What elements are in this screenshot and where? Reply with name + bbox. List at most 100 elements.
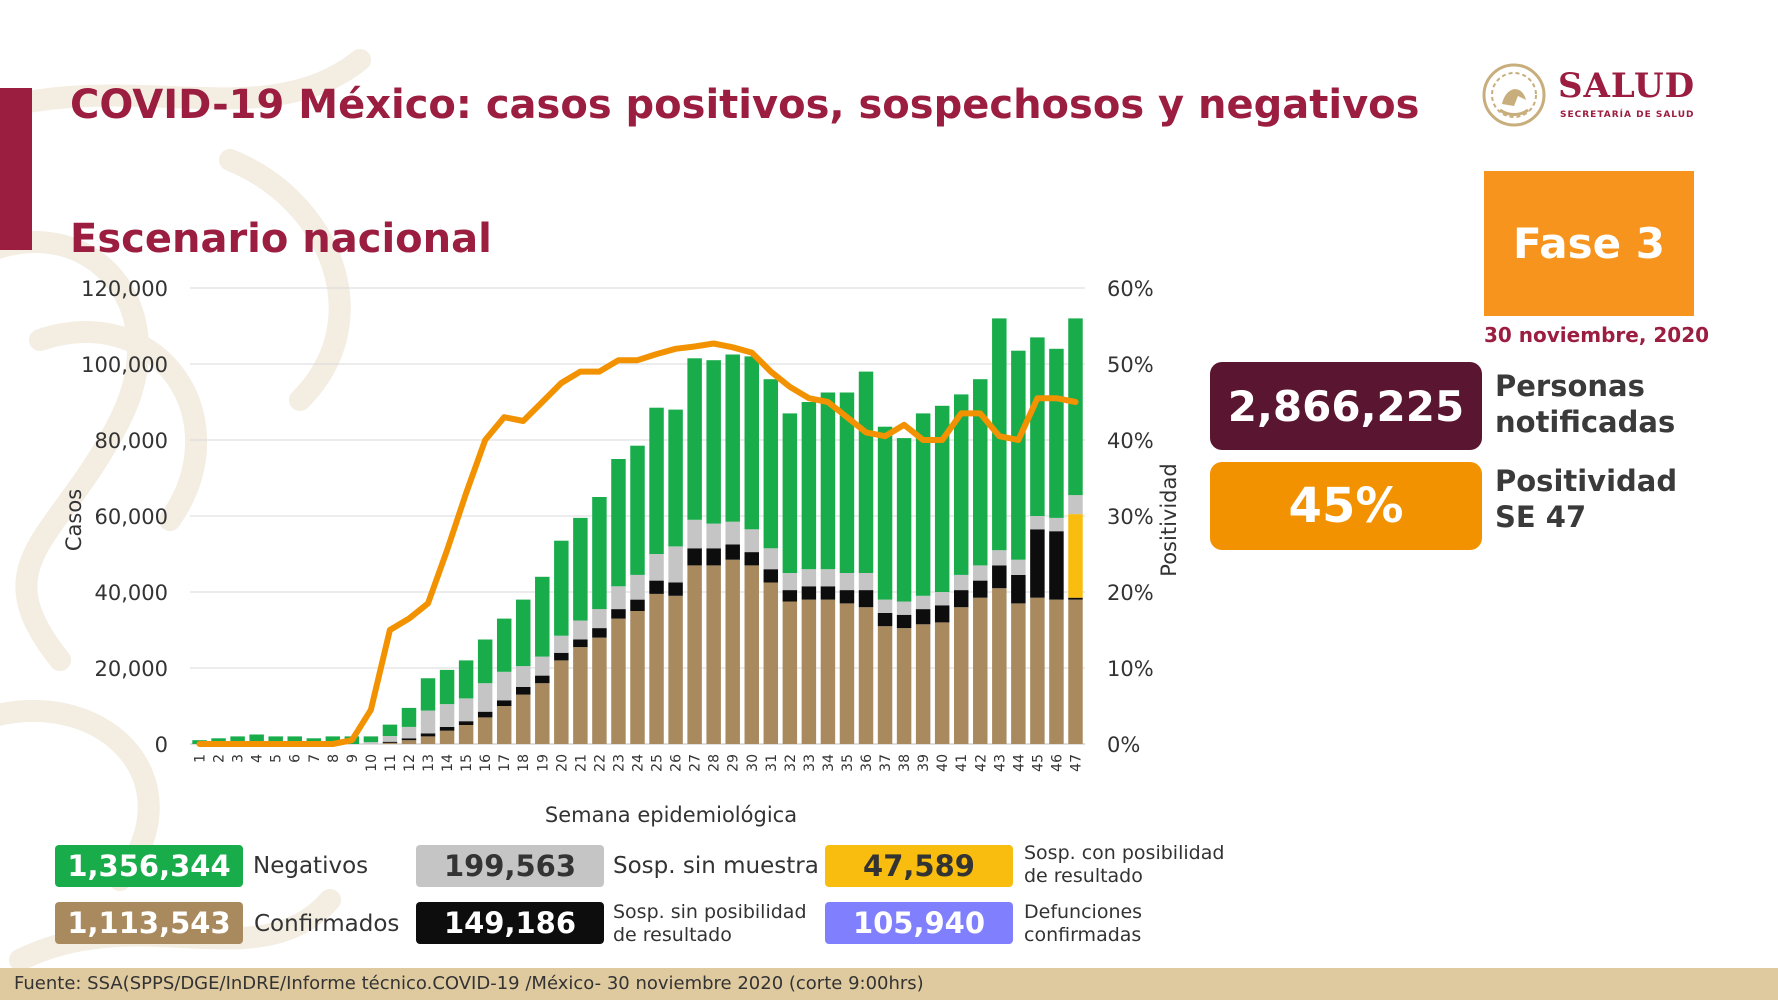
bar-segment (477, 711, 493, 718)
bar-segment (363, 736, 379, 743)
positivity-label-line-2: SE 47 (1495, 500, 1587, 534)
x-tick-label: 29 (726, 754, 742, 772)
bar-segment (1068, 597, 1083, 600)
bar-segment (535, 576, 550, 657)
bar-segment (706, 523, 721, 549)
bar-segment (1030, 597, 1045, 744)
bar-segment (1049, 517, 1064, 532)
bar-segment (630, 611, 645, 744)
bar-segment (611, 618, 626, 744)
bar-segment (763, 569, 779, 583)
bar-segment (782, 601, 798, 744)
bar-segment (439, 669, 455, 705)
bar-segment (973, 565, 988, 581)
bar-segment (458, 660, 474, 699)
bar-segment (973, 597, 988, 744)
bar-segment (744, 529, 759, 553)
x-tick-label: 25 (650, 754, 666, 772)
bar-segment (725, 544, 740, 560)
bar-segment (420, 678, 436, 711)
bar-segment (1011, 603, 1026, 744)
y2-tick-label: 20% (1107, 581, 1154, 605)
bar-segment (1011, 559, 1026, 575)
bar-segment (554, 540, 569, 636)
bar-segment (877, 626, 893, 744)
x-tick-label: 28 (707, 754, 723, 772)
bar-segment (439, 730, 455, 744)
bar-segment (1068, 599, 1083, 744)
x-tick-label: 3 (231, 754, 247, 763)
x-tick-label: 12 (402, 754, 418, 772)
bar-segment (858, 573, 874, 591)
bar-segment (782, 573, 798, 591)
bar-segment (725, 521, 740, 545)
x-tick-label: 19 (535, 754, 551, 772)
bar-segment (725, 354, 740, 522)
bar-segment (858, 607, 874, 744)
x-tick-label: 45 (1030, 754, 1046, 772)
x-tick-label: 22 (592, 754, 608, 772)
bar-segment (877, 426, 893, 600)
bar-segment (458, 725, 474, 744)
bar-segment (1068, 495, 1083, 515)
bar-segment (496, 671, 512, 701)
bar-segment (401, 707, 417, 727)
footer: Fuente: SSA(SPPS/DGE/InDRE/Informe técni… (0, 968, 1778, 1000)
x-tick-label: 10 (364, 754, 380, 772)
bar-segment (496, 618, 512, 672)
bar-segment (630, 599, 645, 611)
y-tick-label: 0 (155, 733, 168, 757)
bar-segment (820, 586, 836, 600)
y-axis-title: Casos (62, 489, 86, 551)
legend-sin-muestra-value: 199,563 (416, 845, 604, 887)
bar-segment (573, 647, 588, 744)
x-tick-label: 11 (383, 754, 399, 772)
bar-segment (1068, 514, 1083, 598)
bar-segment (382, 724, 398, 737)
bar-segment (763, 582, 779, 744)
x-tick-label: 47 (1068, 754, 1084, 772)
legend-defunciones-line-1: Defunciones (1024, 901, 1143, 923)
x-tick-label: 36 (859, 754, 875, 772)
bar-segment (668, 409, 683, 547)
x-tick-label: 35 (840, 754, 856, 772)
bar-segment (801, 402, 817, 570)
footer-source: Fuente: SSA(SPPS/DGE/InDRE/Informe técni… (14, 973, 924, 994)
bar-segment (973, 580, 988, 598)
page-subtitle: Escenario nacional (70, 216, 492, 262)
page-title: COVID-19 México: casos positivos, sospec… (70, 82, 1420, 128)
bar-segment (706, 360, 721, 524)
bar-segment (516, 666, 531, 687)
bar-segment (877, 599, 893, 613)
y-tick-label: 40,000 (95, 581, 168, 605)
legend-con-posibilidad-value: 47,589 (825, 845, 1013, 887)
x-tick-label: 14 (440, 754, 456, 772)
bar-segment (839, 590, 855, 604)
bar-segment (687, 548, 702, 566)
x-tick-label: 20 (554, 754, 570, 772)
bar-segment (535, 656, 550, 676)
bar-segment (382, 736, 398, 742)
legend-defunciones-label: Defunciones confirmadas (1024, 901, 1142, 947)
bar-segment (1049, 531, 1064, 600)
bar-segment (858, 590, 874, 608)
bar-segment (649, 554, 664, 581)
legend-sin-posibilidad-value: 149,186 (416, 902, 604, 944)
x-tick-label: 34 (821, 754, 837, 772)
x-tick-label: 18 (516, 754, 532, 772)
x-tick-label: 21 (573, 754, 589, 772)
x-tick-label: 17 (497, 754, 513, 772)
bar-segment (401, 740, 417, 744)
bar-segment (611, 609, 626, 619)
x-tick-label: 42 (973, 754, 989, 772)
y-tick-label: 60,000 (95, 505, 168, 529)
x-tick-label: 27 (688, 754, 704, 772)
bar-segment (649, 407, 664, 554)
bar-segment (706, 565, 721, 744)
cases-chart: 0 20,000 40,000 60,000 80,000 100,000 120,000 0… (62, 277, 1181, 827)
bar-segment (458, 698, 474, 722)
bar-segment (611, 459, 626, 587)
x-tick-label: 9 (345, 754, 361, 763)
bar-segment (687, 358, 702, 520)
x-tick-label: 26 (669, 754, 685, 772)
